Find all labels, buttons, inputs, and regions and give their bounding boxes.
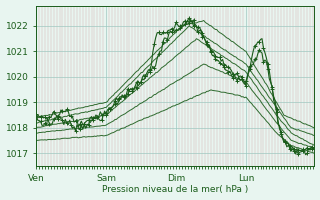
X-axis label: Pression niveau de la mer( hPa ): Pression niveau de la mer( hPa ) (102, 185, 248, 194)
